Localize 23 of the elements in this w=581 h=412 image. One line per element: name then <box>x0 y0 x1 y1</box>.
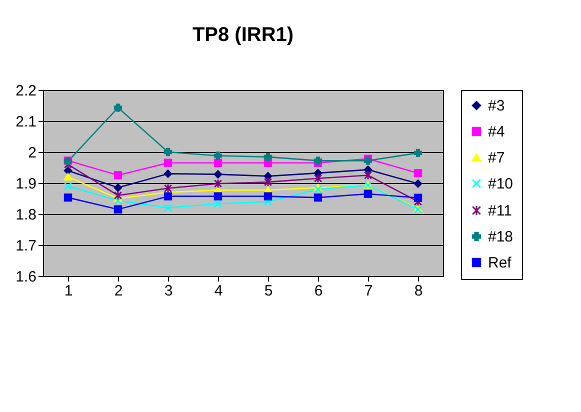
y-tick-label: 1.9 <box>16 176 36 192</box>
y-tick-label: 1.7 <box>16 238 36 254</box>
y-tick-label: 2.1 <box>16 114 36 130</box>
x-tick-label: 4 <box>214 282 223 300</box>
x-tick-label: 6 <box>314 282 323 300</box>
legend-label: #10 <box>488 176 514 192</box>
x-tick-label: 2 <box>114 282 123 300</box>
legend-label: #11 <box>488 202 512 220</box>
y-tick-label: 1.6 <box>16 268 36 286</box>
legend-label: #7 <box>488 150 505 166</box>
x-tick-label: 3 <box>164 282 173 300</box>
y-tick-label: 2 <box>28 144 36 162</box>
y-tick-label: 2.2 <box>16 82 36 100</box>
legend-label: Ref <box>488 254 512 272</box>
x-tick-label: 7 <box>364 282 373 300</box>
x-tick-label: 8 <box>414 282 423 300</box>
x-tick-label: 5 <box>264 282 273 300</box>
legend-label: #4 <box>488 124 505 140</box>
x-tick-label: 1 <box>64 282 73 300</box>
y-tick-label: 1.8 <box>16 206 36 224</box>
legend-label: #18 <box>488 228 514 246</box>
chart-title: TP8 (IRR1) <box>192 24 294 46</box>
legend-label: #3 <box>488 98 505 114</box>
